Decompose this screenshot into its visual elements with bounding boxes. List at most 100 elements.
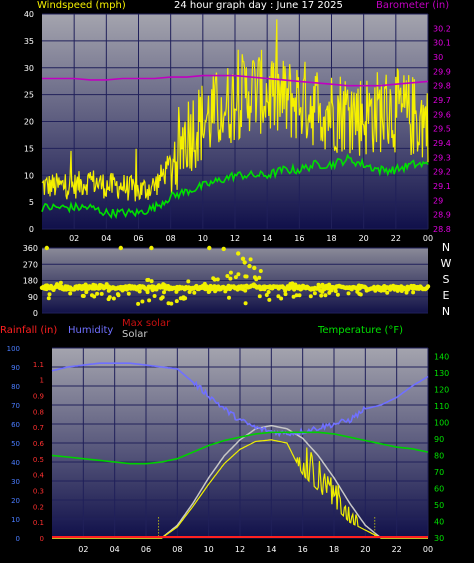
direction-point	[244, 284, 249, 289]
humidity-y-tick-label: 100	[7, 345, 20, 353]
barometer-y-tick-label: 30.2	[433, 24, 451, 33]
weather-x-tick-label: 16	[298, 545, 308, 554]
direction-point	[44, 287, 49, 292]
weather-x-tick-label: 04	[110, 545, 120, 554]
direction-point	[316, 282, 321, 287]
direction-point	[174, 299, 179, 304]
direction-point	[264, 293, 269, 297]
direction-y-tick-label: 90	[28, 293, 38, 302]
direction-point	[364, 288, 369, 293]
weather-x-tick-label: 22	[392, 545, 402, 554]
humidity-y-tick-label: 30	[11, 478, 20, 486]
temperature-y-tick-label: 120	[434, 385, 449, 394]
temperature-axis-title: Temperature (°F)	[318, 325, 404, 336]
wind-y-tick-label: 0	[29, 225, 34, 234]
direction-point	[90, 293, 94, 298]
direction-y-tick-label: 270	[23, 260, 38, 269]
direction-point	[258, 269, 263, 273]
direction-point	[225, 274, 230, 278]
direction-point	[300, 283, 305, 288]
barometer-y-tick-label: 29	[433, 196, 443, 205]
barometer-y-tick-label: 29.1	[433, 182, 451, 191]
direction-point	[149, 279, 154, 284]
direction-point	[266, 290, 271, 294]
wind-y-tick-label: 40	[24, 10, 34, 19]
wind-x-tick-label: 18	[326, 234, 336, 243]
wind-x-tick-label: 22	[391, 234, 401, 243]
rain-y-tick-label: 0.5	[33, 456, 44, 464]
humidity-y-tick-label: 50	[11, 440, 20, 448]
compass-label: S	[443, 273, 450, 286]
direction-outlier-point	[242, 260, 247, 265]
compass-label: W	[441, 257, 452, 270]
direction-point	[223, 289, 228, 294]
direction-point	[137, 289, 142, 294]
direction-point	[248, 257, 253, 262]
direction-point	[68, 291, 73, 296]
direction-point	[187, 290, 192, 294]
direction-point	[147, 298, 152, 303]
direction-point	[46, 296, 51, 301]
temperature-y-tick-label: 100	[434, 418, 449, 427]
direction-point	[323, 293, 328, 298]
barometer-y-tick-label: 29.6	[433, 110, 451, 119]
direction-y-ticks: 0 90 180 270 360	[23, 244, 38, 318]
humidity-y-tick-label: 90	[11, 364, 20, 372]
direction-outlier-point	[207, 245, 212, 251]
direction-point	[254, 277, 259, 282]
rain-y-tick-label: 0.3	[33, 488, 44, 496]
direction-point	[51, 288, 56, 292]
temperature-y-tick-label: 140	[434, 352, 449, 361]
direction-point	[98, 286, 102, 291]
direction-point	[159, 296, 164, 301]
direction-point	[243, 301, 248, 306]
direction-y-tick-label: 180	[23, 277, 38, 286]
direction-point	[251, 282, 256, 287]
direction-outlier-point	[149, 245, 154, 251]
direction-point	[145, 290, 150, 295]
wind-y-ticks: 0 5 10 15 20 25 30 35 40	[24, 10, 34, 234]
direction-y-tick-label: 360	[23, 244, 38, 253]
direction-point	[385, 290, 390, 295]
direction-point	[91, 286, 96, 291]
wind-x-tick-label: 20	[359, 234, 369, 243]
direction-point	[335, 292, 340, 297]
direction-point	[319, 293, 324, 298]
direction-point	[276, 294, 281, 299]
barometer-y-tick-label: 28.9	[433, 211, 451, 220]
direction-point	[377, 288, 382, 292]
direction-point	[417, 285, 422, 290]
direction-point	[145, 278, 150, 282]
rain-y-tick-label: 1	[40, 377, 44, 385]
direction-outlier-point	[236, 251, 241, 256]
weather-x-ticks: 02 04 06 08 10 12 14 16 18 20 22 00	[78, 545, 433, 554]
direction-point	[58, 280, 63, 285]
wind-y-tick-label: 5	[29, 198, 34, 207]
humidity-y-tick-label: 0	[16, 535, 20, 543]
weather-panel: 0 0.1 0.2 0.3 0.4 0.5 0.6 0.7 0.8 0.9 1 1.1 0 10 20 30…	[7, 345, 450, 554]
wind-x-tick-label: 10	[198, 234, 208, 243]
direction-point	[162, 290, 166, 295]
weather-x-tick-label: 06	[141, 545, 151, 554]
rain-y-ticks: 0 0.1 0.2 0.3 0.4 0.5 0.6 0.7 0.8 0.9 1 1.1	[33, 361, 45, 543]
direction-point	[283, 292, 288, 297]
direction-point	[268, 284, 272, 289]
direction-point	[399, 284, 404, 289]
direction-point	[392, 285, 397, 290]
direction-point	[320, 282, 325, 287]
direction-point	[118, 284, 123, 289]
humidity-legend: Humidity	[68, 325, 114, 336]
direction-point	[228, 276, 233, 281]
direction-point	[244, 274, 249, 279]
direction-point	[227, 295, 231, 300]
direction-point	[349, 287, 354, 292]
rain-y-tick-label: 0.9	[33, 393, 44, 401]
weather-series-group	[51, 362, 429, 539]
weather-x-tick-label: 02	[78, 545, 88, 554]
direction-point	[406, 287, 410, 292]
wind-y-tick-label: 30	[24, 64, 34, 73]
temperature-y-tick-label: 90	[434, 435, 444, 444]
direction-point	[355, 289, 360, 294]
